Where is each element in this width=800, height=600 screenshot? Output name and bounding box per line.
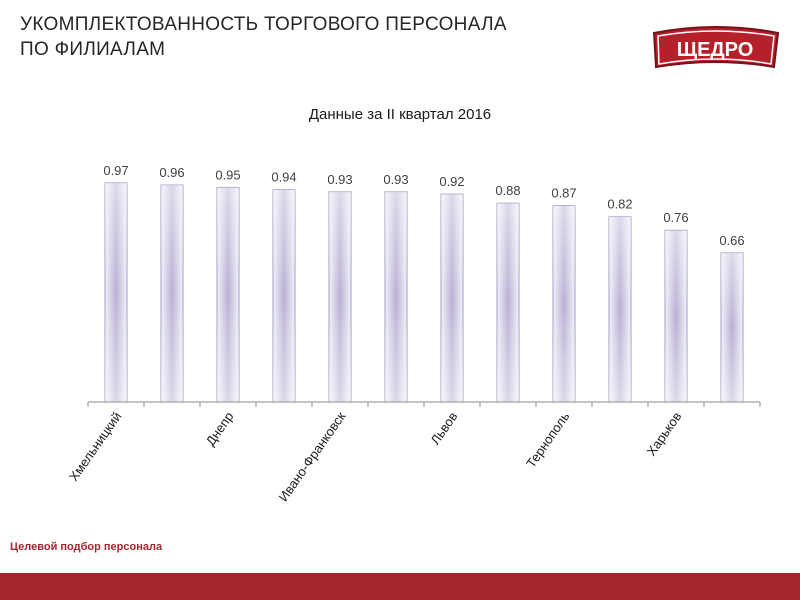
brand-logo: ЩЕДРО <box>652 26 780 69</box>
bar-sheen <box>441 194 463 402</box>
chart-title: Данные за II квартал 2016 <box>308 106 492 123</box>
data-label: 0.87 <box>551 185 576 200</box>
x-tick-label: Ивано-Франковск <box>276 409 349 504</box>
x-tick-label: Харьков <box>644 409 685 459</box>
page-title-line1: УКОМПЛЕКТОВАННОСТЬ ТОРГОВОГО ПЕРСОНАЛА <box>20 14 507 35</box>
bar-sheen <box>329 191 351 402</box>
data-label: 0.93 <box>327 172 352 187</box>
data-label: 0.93 <box>383 172 408 187</box>
brand-logo-text: ЩЕДРО <box>677 39 754 61</box>
page-title-line2: ПО ФИЛИАЛАМ <box>20 39 166 60</box>
bar-sheen <box>217 187 239 402</box>
bar-sheen <box>161 185 183 402</box>
bar-sheen <box>665 230 687 402</box>
data-label: 0.66 <box>719 233 744 248</box>
bar-sheen <box>721 252 743 402</box>
page-title: УКОМПЛЕКТОВАННОСТЬ ТОРГОВОГО ПЕРСОНАЛА П… <box>20 12 507 62</box>
footer-band <box>0 573 800 600</box>
data-label: 0.76 <box>663 210 688 225</box>
bar-sheen <box>553 205 575 402</box>
bar-sheen <box>609 216 631 402</box>
bar-sheen <box>497 203 519 402</box>
x-tick-label: Тернополь <box>523 409 572 471</box>
data-label: 0.97 <box>103 163 128 178</box>
data-label: 0.96 <box>159 165 184 180</box>
data-label: 0.94 <box>271 170 296 185</box>
x-tick-label: Днепр <box>203 409 237 448</box>
data-label: 0.82 <box>607 197 632 212</box>
data-label: 0.88 <box>495 183 520 198</box>
bar-chart: 0.97 Хмельницкий 0.96 0.95 Днепр 0.94 0.93 Иван… <box>66 163 761 504</box>
x-tick-label: Львов <box>427 409 460 447</box>
footer-note: Целевой подбор персонала <box>10 541 163 553</box>
bar-sheen <box>273 189 295 402</box>
x-tick-label: Хмельницкий <box>66 409 125 484</box>
data-label: 0.95 <box>215 167 240 182</box>
data-label: 0.92 <box>439 174 464 189</box>
bar-sheen <box>105 182 127 402</box>
bar-sheen <box>385 191 407 402</box>
